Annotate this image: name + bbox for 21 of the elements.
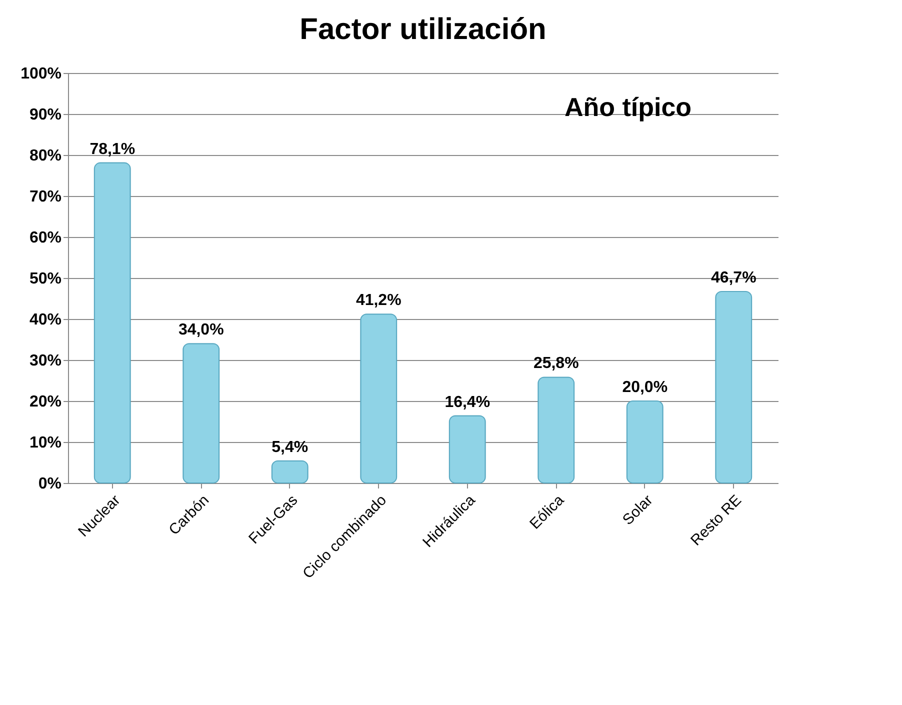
y-tick-label: 10% (29, 434, 62, 452)
y-tick-label: 20% (29, 394, 62, 410)
y-tick-label: 0% (38, 476, 62, 492)
data-label: 78,1% (90, 140, 136, 158)
y-tick-label: 50% (29, 270, 62, 288)
y-tick-label: 60% (29, 230, 62, 246)
y-tick-label: 100% (20, 66, 62, 82)
data-label: 20,0% (622, 379, 668, 396)
chart-title: Factor utilización (300, 13, 546, 46)
data-label: 46,7% (710, 270, 756, 287)
data-label: 16,4% (444, 394, 490, 411)
y-tick-label: 70% (29, 188, 62, 206)
data-label: 41,2% (356, 292, 402, 310)
annotation: Año típico (564, 92, 692, 122)
y-tick-label: 40% (29, 312, 62, 328)
y-tick-label: 80% (29, 148, 62, 164)
data-label: 34,0% (178, 322, 224, 339)
y-tick-label: 30% (29, 352, 62, 370)
data-label: 5,4% (272, 438, 308, 456)
data-label: 25,8% (533, 355, 579, 372)
y-tick-label: 90% (29, 106, 62, 124)
